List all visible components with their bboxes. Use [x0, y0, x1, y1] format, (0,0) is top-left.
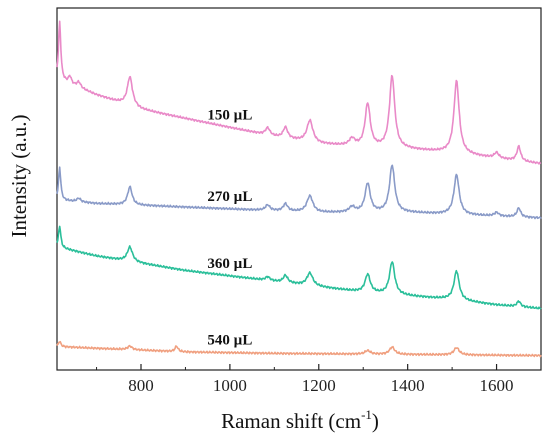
x-tick-label: 1600: [480, 376, 514, 395]
x-tick-label: 800: [128, 376, 154, 395]
series-line-3: [56, 225, 542, 310]
y-axis-title: Intensity (a.u.): [7, 114, 31, 237]
series-line-2: [56, 164, 542, 220]
x-tick-label: 1000: [213, 376, 247, 395]
series-label-layer: 150 µL 270 µL 360 µL 540 µL: [207, 107, 252, 348]
x-tick-label: 1200: [302, 376, 336, 395]
series-label-3: 360 µL: [207, 256, 252, 272]
x-axis: 800 1000 1200 1400 1600: [96, 364, 514, 395]
plot-area: [56, 7, 542, 371]
series-label-2: 270 µL: [207, 189, 252, 205]
plot-frame: [56, 7, 542, 371]
series-label-4: 540 µL: [207, 333, 252, 349]
series-line-4: [56, 340, 542, 358]
series-label-1: 150 µL: [207, 107, 252, 123]
x-tick-label: 1400: [391, 376, 425, 395]
series-line-1: [56, 20, 542, 165]
series-layer: [56, 20, 542, 358]
x-axis-title: Raman shift (cm-1): [221, 407, 379, 433]
